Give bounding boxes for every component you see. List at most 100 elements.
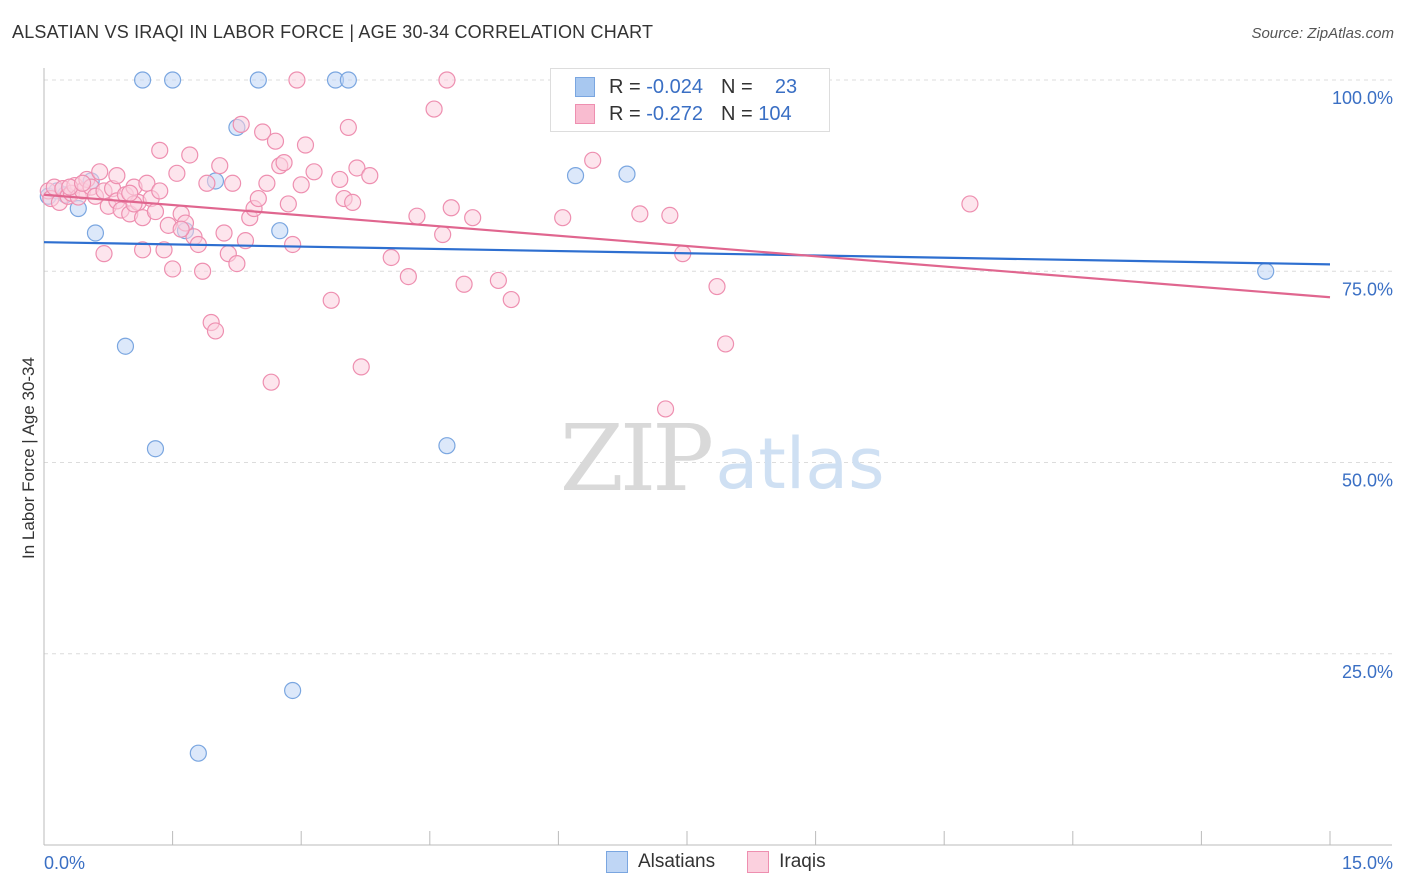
iraqi-point [121, 184, 139, 202]
x-tick-label: 0.0% [44, 853, 85, 873]
alsatian-point [284, 681, 302, 700]
iraqi-point [254, 123, 272, 141]
trend-lines [43, 193, 1331, 299]
iraqi-point [438, 71, 456, 89]
chart-title: ALSATIAN VS IRAQI IN LABOR FORCE | AGE 3… [12, 22, 654, 42]
iraqi-point [382, 248, 400, 267]
iraqi-point [344, 193, 362, 211]
stats-legend: R = -0.024 N = 23 R = -0.272 N = 104 [550, 68, 830, 132]
series-legend: Alsatians Iraqis [606, 851, 858, 873]
iraqi-point [164, 260, 182, 278]
iraqi-point [262, 373, 280, 391]
iraqi-point [631, 205, 649, 223]
iraqi-point [464, 209, 482, 227]
alsatian-point [618, 165, 636, 183]
series-label-alsatians: Alsatians [638, 851, 716, 872]
alsatian-point [438, 437, 456, 455]
iraqi-point [249, 189, 267, 208]
iraqi-point [91, 163, 109, 181]
iraqi-point [133, 241, 152, 259]
iraqi-point [399, 268, 417, 286]
axes [43, 68, 1392, 846]
x-tick-label: 15.0% [1342, 853, 1393, 873]
iraqi-point [305, 163, 323, 181]
y-axis-label: In Labor Force | Age 30-34 [19, 357, 38, 559]
iraqi-point [73, 174, 92, 192]
iraqi-point [408, 207, 426, 225]
iraqi-point [661, 206, 679, 225]
y-tick-label: 25.0% [1342, 662, 1393, 682]
grid-lines [44, 79, 1392, 655]
iraqi-point [194, 262, 212, 280]
legend-swatch-alsatians [575, 77, 595, 97]
iraqi-point [554, 209, 572, 227]
alsatian-point [1257, 262, 1275, 280]
legend-n-value: 104 [758, 102, 792, 125]
watermark-atlas: atlas [715, 423, 884, 505]
legend-r-label: R = [609, 102, 641, 125]
alsatian-trend-line [43, 241, 1331, 266]
iraqi-point [168, 164, 186, 182]
iraqi-point [288, 71, 306, 89]
alsatian-point [133, 71, 152, 89]
alsatian-point [189, 744, 207, 762]
alsatian-point [116, 337, 135, 355]
legend-r-value: -0.024 [646, 75, 703, 98]
iraqi-point [151, 182, 169, 200]
legend-r-label: R = [609, 75, 641, 98]
iraqi-point [181, 146, 199, 164]
legend-row-iraqis: R = -0.272 N = 104 [575, 100, 792, 128]
iraqi-point [489, 271, 507, 290]
y-tick-label: 75.0% [1342, 279, 1393, 299]
iraqi-point [442, 199, 460, 217]
alsatian-point [249, 71, 267, 89]
legend-n-value: 23 [774, 75, 798, 98]
iraqi-point [284, 235, 302, 254]
alsatian-point [566, 167, 585, 185]
iraqi-point [339, 118, 357, 137]
iraqi-point [352, 358, 370, 376]
iraqi-point [455, 275, 473, 293]
tick-labels: 100.0% 75.0% 50.0% 25.0% 0.0% 15.0% [44, 88, 1393, 873]
alsatian-point [146, 440, 165, 458]
watermark-zip: ZIP [560, 405, 711, 512]
iraqi-point [232, 115, 250, 133]
iraqi-point [155, 241, 173, 259]
y-tick-label: 100.0% [1332, 88, 1393, 108]
iraqi-point [228, 255, 246, 273]
legend-r-value: -0.272 [646, 102, 703, 125]
iraqi-point [434, 225, 452, 244]
zipatlas-watermark: ZIP atlas [560, 405, 885, 512]
iraqi-point [146, 202, 165, 221]
alsatian-point [86, 224, 105, 242]
series-legend-alsatians: Alsatians [606, 851, 715, 873]
alsatian-point [271, 222, 289, 240]
iraqi-point [292, 176, 310, 194]
iraqi-point [716, 335, 735, 353]
iraqi-point [211, 157, 229, 175]
iraqi-point [198, 174, 216, 192]
iraqi-point [279, 195, 297, 213]
iraqi-point [296, 136, 315, 154]
iraqi-point [502, 290, 520, 309]
series-swatch-iraqis [747, 851, 770, 873]
legend-n-label: N = [720, 75, 753, 98]
legend-swatch-iraqis [575, 104, 595, 124]
y-tick-label: 50.0% [1342, 471, 1393, 491]
iraqi-point [151, 141, 169, 159]
iraqi-point [348, 159, 366, 177]
iraqi-point [584, 151, 602, 169]
iraqi-point [331, 170, 349, 189]
iraqi-point [258, 174, 276, 192]
iraqi-point [708, 277, 726, 296]
legend-n-label: N = [720, 102, 753, 125]
iraqi-point [275, 154, 293, 172]
legend-row-alsatians: R = -0.024 N = 23 [575, 73, 797, 101]
data-points [39, 71, 1275, 762]
iraqi-point [224, 174, 242, 192]
iraqi-point [206, 322, 225, 340]
series-legend-iraqis: Iraqis [747, 851, 826, 873]
iraqi-point [961, 195, 979, 213]
chart-source: Source: ZipAtlas.com [1251, 25, 1394, 42]
